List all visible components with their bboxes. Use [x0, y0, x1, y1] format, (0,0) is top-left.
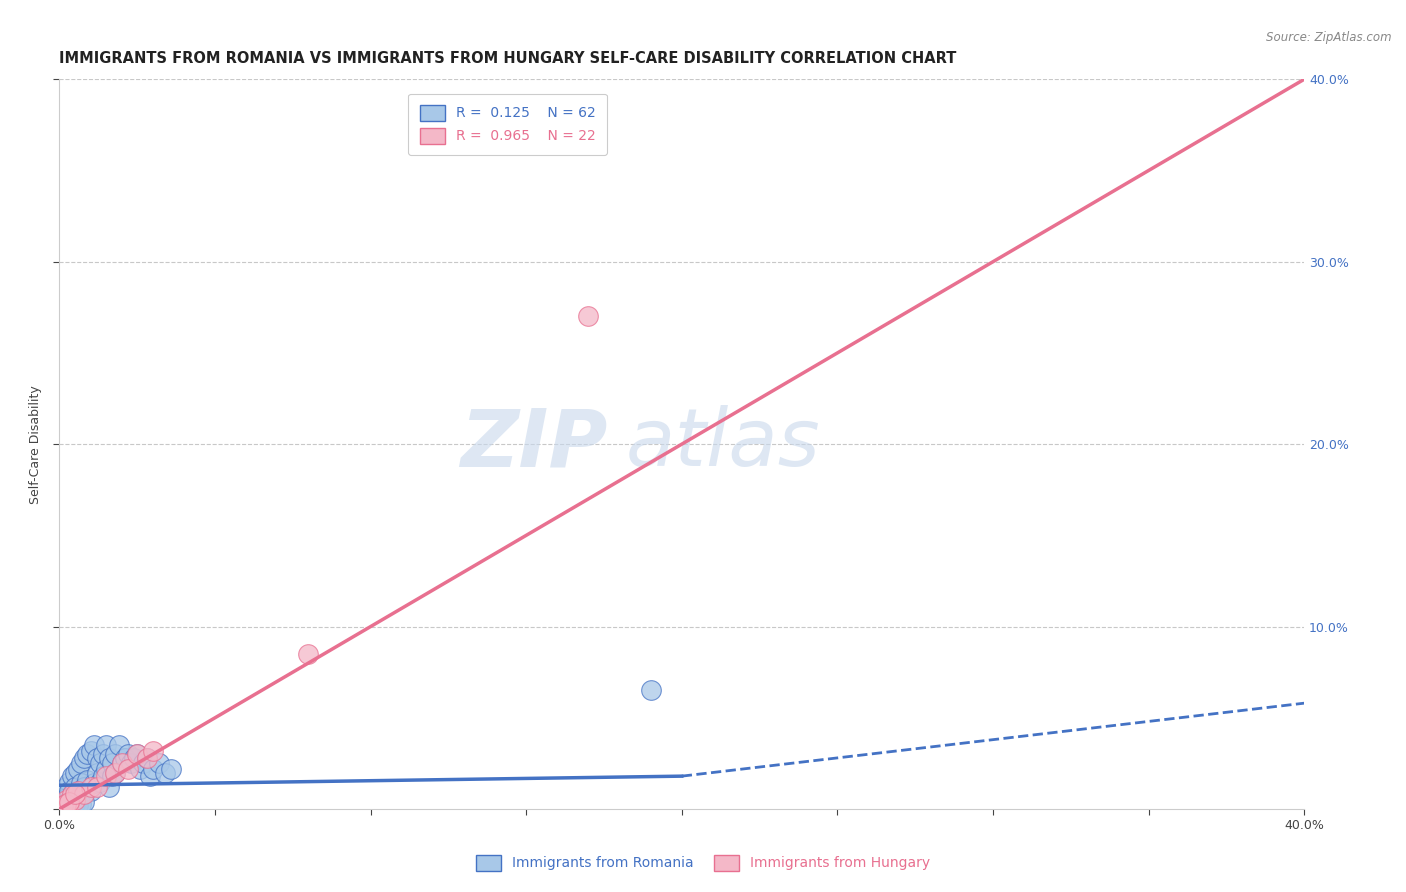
- Point: [94, 738, 117, 752]
- Point: [55, 797, 77, 811]
- Point: [94, 769, 117, 783]
- Point: [63, 793, 86, 807]
- Point: [138, 769, 160, 783]
- Point: [63, 765, 86, 780]
- Point: [127, 747, 149, 762]
- Point: [79, 780, 101, 794]
- Point: [104, 765, 127, 780]
- Text: Source: ZipAtlas.com: Source: ZipAtlas.com: [1267, 31, 1392, 45]
- Point: [73, 751, 96, 765]
- Point: [86, 751, 108, 765]
- Point: [86, 765, 108, 780]
- Point: [117, 747, 139, 762]
- Point: [297, 647, 319, 661]
- Y-axis label: Self-Care Disability: Self-Care Disability: [30, 384, 42, 504]
- Point: [60, 769, 83, 783]
- Point: [51, 798, 73, 813]
- Point: [58, 797, 80, 811]
- Point: [60, 788, 83, 802]
- Point: [104, 747, 127, 762]
- Point: [51, 797, 73, 811]
- Point: [51, 788, 73, 802]
- Point: [60, 788, 83, 802]
- Point: [76, 772, 98, 787]
- Point: [55, 793, 77, 807]
- Point: [70, 776, 93, 790]
- Point: [83, 738, 105, 752]
- Point: [86, 780, 108, 794]
- Point: [58, 795, 80, 809]
- Point: [58, 774, 80, 789]
- Legend: Immigrants from Romania, Immigrants from Hungary: Immigrants from Romania, Immigrants from…: [470, 849, 936, 876]
- Point: [122, 751, 145, 765]
- Point: [576, 310, 599, 324]
- Point: [70, 797, 93, 811]
- Point: [67, 783, 90, 797]
- Point: [98, 751, 121, 765]
- Point: [73, 780, 96, 794]
- Point: [67, 783, 90, 797]
- Point: [83, 776, 105, 790]
- Point: [51, 800, 73, 814]
- Point: [107, 738, 129, 752]
- Point: [101, 756, 124, 771]
- Point: [55, 780, 77, 794]
- Text: ZIP: ZIP: [460, 405, 607, 483]
- Point: [51, 798, 73, 813]
- Point: [155, 765, 177, 780]
- Point: [135, 751, 157, 765]
- Point: [58, 795, 80, 809]
- Point: [91, 769, 114, 783]
- Point: [135, 751, 157, 765]
- Point: [111, 756, 134, 771]
- Point: [63, 780, 86, 794]
- Point: [101, 769, 124, 783]
- Point: [60, 798, 83, 813]
- Point: [55, 791, 77, 805]
- Point: [142, 762, 165, 776]
- Point: [76, 747, 98, 762]
- Point: [67, 798, 90, 813]
- Point: [63, 797, 86, 811]
- Point: [55, 798, 77, 813]
- Point: [94, 762, 117, 776]
- Point: [58, 797, 80, 811]
- Point: [640, 683, 662, 698]
- Point: [148, 756, 170, 771]
- Point: [160, 762, 183, 776]
- Point: [91, 747, 114, 762]
- Point: [111, 756, 134, 771]
- Point: [129, 762, 152, 776]
- Point: [58, 783, 80, 797]
- Point: [51, 798, 73, 813]
- Point: [89, 774, 111, 789]
- Legend: R =  0.125    N = 62, R =  0.965    N = 22: R = 0.125 N = 62, R = 0.965 N = 22: [409, 94, 606, 155]
- Point: [142, 743, 165, 757]
- Point: [79, 743, 101, 757]
- Point: [117, 762, 139, 776]
- Point: [70, 756, 93, 771]
- Point: [104, 765, 127, 780]
- Point: [63, 788, 86, 802]
- Point: [127, 747, 149, 762]
- Point: [98, 780, 121, 794]
- Point: [79, 783, 101, 797]
- Point: [120, 756, 142, 771]
- Point: [67, 762, 90, 776]
- Point: [73, 788, 96, 802]
- Text: IMMIGRANTS FROM ROMANIA VS IMMIGRANTS FROM HUNGARY SELF-CARE DISABILITY CORRELAT: IMMIGRANTS FROM ROMANIA VS IMMIGRANTS FR…: [59, 51, 957, 66]
- Text: atlas: atlas: [626, 405, 821, 483]
- Point: [114, 751, 136, 765]
- Point: [89, 756, 111, 771]
- Point: [73, 795, 96, 809]
- Point: [132, 756, 155, 771]
